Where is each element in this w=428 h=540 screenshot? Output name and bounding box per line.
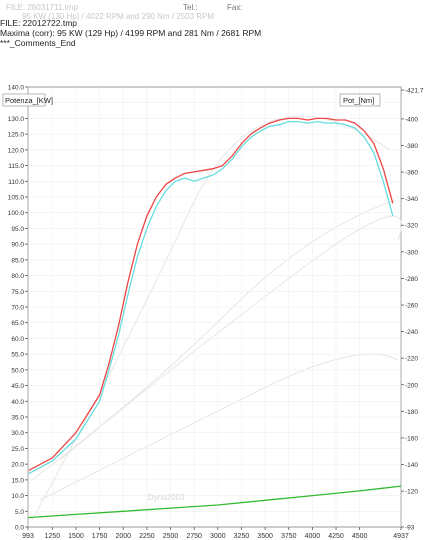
left-tick-label: 35.0	[11, 415, 24, 422]
right-tick-label: -260	[405, 303, 418, 310]
x-tick-label: 2750	[186, 533, 202, 540]
x-tick-label: 1250	[45, 533, 61, 540]
x-tick-label: 4937	[393, 533, 409, 540]
left-tick-label: 130.0	[8, 116, 25, 123]
dyno-chart: 0.0 5.0 10.0 15.0 20.0 25.0 30.0 35.0 40.0 45.0 50…	[2, 85, 424, 540]
x-tick-label: 2000	[115, 533, 131, 540]
series-line-3	[27, 485, 402, 519]
left-tick-label: 80.0	[11, 273, 24, 280]
left-tick-label: 5.0	[15, 509, 24, 516]
left-tick-label: 90.0	[11, 242, 24, 249]
left-tick-label: 120.0	[8, 147, 25, 154]
right-axis: -93 -120 -140 -160 -180 -200 -220 -240 -260 -280 -…	[401, 88, 424, 532]
report-header: FILE: 26031711.tmp Tel.: Fax: 95 KW (130…	[0, 0, 428, 60]
series-group	[27, 117, 402, 519]
ghost-fax-label: Fax:	[227, 3, 243, 12]
ghost-file-line: FILE: 26031711.tmp	[6, 3, 78, 12]
grid	[27, 86, 402, 528]
right-tick-label: -140	[405, 462, 418, 469]
right-tick-label: -280	[405, 276, 418, 283]
right-tick-label: -120	[405, 489, 418, 496]
right-tick-label: -300	[405, 249, 418, 256]
x-tick-label: 3500	[257, 533, 273, 540]
left-tick-label: 45.0	[11, 383, 24, 390]
x-tick-label: 4500	[352, 533, 368, 540]
file-line: FILE: 22012722.tmp	[0, 18, 78, 28]
ghost-curve	[39, 353, 399, 501]
x-tick-label: 4000	[305, 533, 321, 540]
ghost-curve	[31, 115, 391, 521]
left-tick-label: 60.0	[11, 336, 24, 343]
left-tick-label: 20.0	[11, 462, 24, 469]
left-tick-label: 110.0	[8, 179, 24, 186]
left-tick-label: 125.0	[8, 132, 25, 139]
x-tick-label: 4250	[328, 533, 344, 540]
left-tick-label: 65.0	[11, 320, 24, 327]
series-line-2	[28, 120, 394, 475]
right-tick-label: -200	[405, 382, 418, 389]
left-axis-label-box	[2, 93, 46, 107]
x-tick-label: 3000	[210, 533, 226, 540]
left-tick-label: 70.0	[11, 305, 24, 312]
comments-line: ***_Comments_End	[0, 38, 76, 48]
right-tick-label: -160	[405, 435, 418, 442]
right-tick-label: -240	[405, 329, 418, 336]
right-tick-label: -360	[405, 170, 418, 177]
right-axis-label: Pot_[Nm]	[343, 96, 374, 105]
left-tick-label: 25.0	[11, 446, 24, 453]
x-tick-label: 1750	[92, 533, 108, 540]
ghost-curve	[59, 215, 402, 461]
left-tick-label: 10.0	[11, 493, 24, 500]
left-tick-label: 0.0	[15, 525, 24, 532]
right-tick-label: -320	[405, 223, 418, 230]
left-axis: 0.0 5.0 10.0 15.0 20.0 25.0 30.0 35.0 40.0 45.0 50…	[8, 85, 28, 532]
left-axis-label: Potenza_[KW]	[5, 96, 53, 105]
right-tick-label: -380	[405, 143, 418, 150]
x-tick-label: 2250	[139, 533, 155, 540]
left-tick-label: 85.0	[11, 257, 24, 264]
maxima-line: Maxima (corr): 95 KW (129 Hp) / 4199 RPM…	[0, 28, 262, 38]
x-tick-label: 993	[22, 533, 34, 540]
left-tick-label: 95.0	[11, 226, 24, 233]
x-tick-label: 2500	[163, 533, 179, 540]
right-tick-label: -340	[405, 196, 418, 203]
left-tick-label: 55.0	[11, 352, 24, 359]
right-axis-label-box	[339, 93, 381, 107]
x-tick-label: 3750	[281, 533, 297, 540]
left-tick-label: 50.0	[11, 367, 24, 374]
ghost-maxima-line: 95 KW (130 Hp) / 4022 RPM and 290 Nm / 2…	[22, 12, 215, 21]
series-line-1	[28, 117, 394, 471]
right-tick-label: -400	[405, 116, 418, 123]
x-tick-label: 1500	[68, 533, 84, 540]
ghost-tel-label: Tel.:	[183, 3, 198, 12]
left-tick-label: 105.0	[8, 195, 25, 202]
left-tick-label: 30.0	[11, 430, 24, 437]
x-tick-label: 3250	[234, 533, 250, 540]
ghost-watermark: Dyno2003	[148, 493, 185, 502]
left-tick-label: 140.0	[8, 85, 25, 92]
left-tick-label: 115.0	[8, 163, 24, 170]
x-axis: 993 1250 1500 1750 2000 2250 2500 2750 3000 3250 3…	[22, 527, 409, 540]
right-tick-label: -93	[405, 525, 415, 532]
ghost-background	[31, 115, 402, 521]
left-tick-label: 100.0	[8, 210, 25, 217]
left-tick-label: 15.0	[11, 477, 24, 484]
right-tick-label: -220	[405, 356, 418, 363]
right-tick-label: -421.7	[405, 88, 424, 95]
left-tick-label: 75.0	[11, 289, 24, 296]
right-tick-label: -180	[405, 409, 418, 416]
left-tick-label: 40.0	[11, 399, 24, 406]
